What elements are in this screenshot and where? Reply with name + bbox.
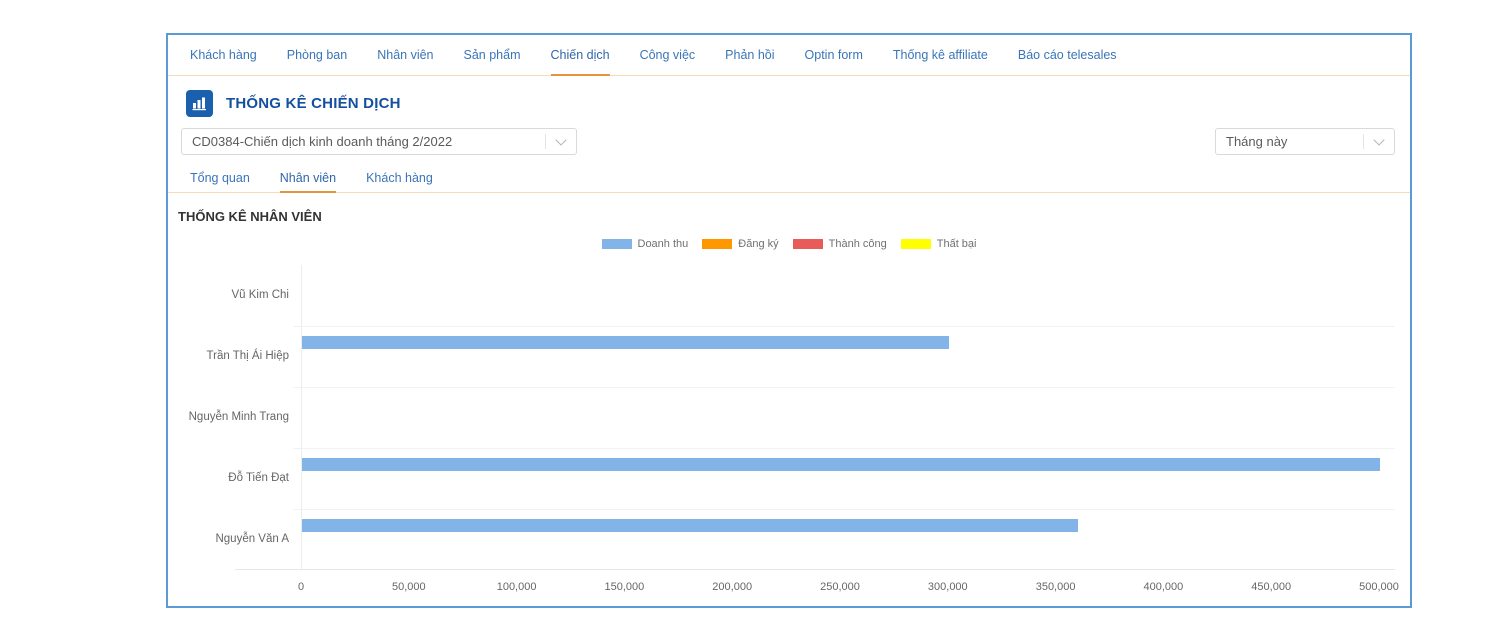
legend-item-that-bai[interactable]: Thất bại bbox=[900, 238, 977, 250]
campaign-select-value: CD0384-Chiến dịch kinh doanh tháng 2/202… bbox=[192, 134, 453, 149]
subtab-tong-quan[interactable]: Tổng quan bbox=[190, 171, 250, 185]
bar-doanh-thu-nguyen-van-a[interactable] bbox=[302, 519, 1079, 532]
bar-chart-icon bbox=[186, 90, 213, 117]
legend-item-doanh-thu[interactable]: Doanh thu bbox=[601, 238, 689, 250]
category-label-nguyen-minh-trang: Nguyễn Minh Trang bbox=[188, 411, 289, 423]
period-select-value: Tháng này bbox=[1226, 134, 1288, 149]
bar-doanh-thu-tran-thi-ai-hiep[interactable] bbox=[302, 336, 949, 349]
x-axis-tick: 300,000 bbox=[927, 581, 968, 593]
chart-title: THỐNG KÊ NHÂN VIÊN bbox=[178, 209, 322, 224]
x-axis-tick: 450,000 bbox=[1251, 581, 1292, 593]
sub-tab-bar: Tổng quan Nhân viên Khách hàng bbox=[168, 165, 1410, 193]
gridline bbox=[293, 326, 1395, 327]
gridline bbox=[293, 509, 1395, 510]
x-axis-tick: 400,000 bbox=[1143, 581, 1184, 593]
select-divider bbox=[1363, 134, 1364, 149]
tab-san-pham[interactable]: Sản phẩm bbox=[463, 47, 521, 62]
chevron-down-icon bbox=[546, 133, 576, 146]
tab-bao-cao-telesales[interactable]: Báo cáo telesales bbox=[1017, 47, 1117, 62]
tab-khach-hang[interactable]: Khách hàng bbox=[190, 47, 257, 62]
legend-label: Đăng ký bbox=[738, 238, 779, 250]
tab-phong-ban[interactable]: Phòng ban bbox=[286, 47, 348, 62]
category-label-vu-kim-chi: Vũ Kim Chi bbox=[231, 289, 289, 301]
chevron-down-icon bbox=[1364, 133, 1394, 146]
legend-item-thanh-cong[interactable]: Thành công bbox=[792, 238, 887, 250]
section-header: THỐNG KÊ CHIẾN DỊCH bbox=[186, 90, 401, 117]
legend-item-dang-ky[interactable]: Đăng ký bbox=[702, 238, 779, 250]
subtab-khach-hang[interactable]: Khách hàng bbox=[366, 171, 433, 185]
select-divider bbox=[545, 134, 546, 149]
campaign-stats-panel: Khách hàng Phòng ban Nhân viên Sản phẩm Chiế… bbox=[166, 33, 1412, 608]
tab-cong-viec[interactable]: Công việc bbox=[639, 47, 696, 62]
x-axis-tick: 0 bbox=[297, 581, 305, 593]
tab-optin-form[interactable]: Optin form bbox=[804, 47, 863, 62]
tab-phan-hoi[interactable]: Phản hồi bbox=[725, 47, 775, 62]
category-label-tran-thi-ai-hiep: Trần Thị Ái Hiệp bbox=[206, 350, 289, 362]
chart-legend: Doanh thu Đăng ký Thành công Thất bại bbox=[168, 238, 1410, 250]
tab-thong-ke-affiliate[interactable]: Thống kê affiliate bbox=[892, 47, 988, 62]
period-select[interactable]: Tháng này bbox=[1215, 128, 1395, 155]
tab-chien-dich[interactable]: Chiến dịch bbox=[550, 35, 610, 76]
tab-nhan-vien[interactable]: Nhân viên bbox=[377, 47, 434, 62]
bar-doanh-thu-do-tien-dat[interactable] bbox=[302, 458, 1380, 471]
subtab-nhan-vien[interactable]: Nhân viên bbox=[279, 165, 337, 193]
x-axis-tick: 50,000 bbox=[391, 581, 426, 593]
campaign-select[interactable]: CD0384-Chiến dịch kinh doanh tháng 2/202… bbox=[181, 128, 577, 155]
category-label-nguyen-van-a: Nguyễn Văn A bbox=[215, 533, 289, 545]
gridline bbox=[293, 448, 1395, 449]
legend-swatch bbox=[601, 239, 632, 249]
plot-area: Vũ Kim Chi Trần Thị Ái Hiệp Nguyễn Minh Tr… bbox=[189, 265, 1399, 593]
legend-label: Thành công bbox=[828, 238, 887, 250]
legend-swatch bbox=[792, 239, 823, 249]
legend-swatch bbox=[702, 239, 733, 249]
legend-label: Doanh thu bbox=[637, 238, 689, 250]
category-label-do-tien-dat: Đỗ Tiến Đạt bbox=[228, 472, 289, 484]
page-title: THỐNG KÊ CHIẾN DỊCH bbox=[226, 95, 401, 112]
top-tab-bar: Khách hàng Phòng ban Nhân viên Sản phẩm Chiế… bbox=[168, 35, 1410, 76]
x-axis-tick: 100,000 bbox=[496, 581, 537, 593]
x-axis-tick: 250,000 bbox=[820, 581, 860, 593]
x-axis-tick: 500,000 bbox=[1359, 581, 1399, 593]
y-axis-line bbox=[301, 265, 302, 570]
legend-label: Thất bại bbox=[936, 238, 977, 250]
x-axis-tick: 150,000 bbox=[604, 581, 645, 593]
x-axis-tick: 200,000 bbox=[712, 581, 753, 593]
gridline bbox=[293, 387, 1395, 388]
legend-swatch bbox=[900, 239, 931, 249]
x-axis-tick: 350,000 bbox=[1035, 581, 1076, 593]
x-axis-line bbox=[235, 569, 1395, 570]
